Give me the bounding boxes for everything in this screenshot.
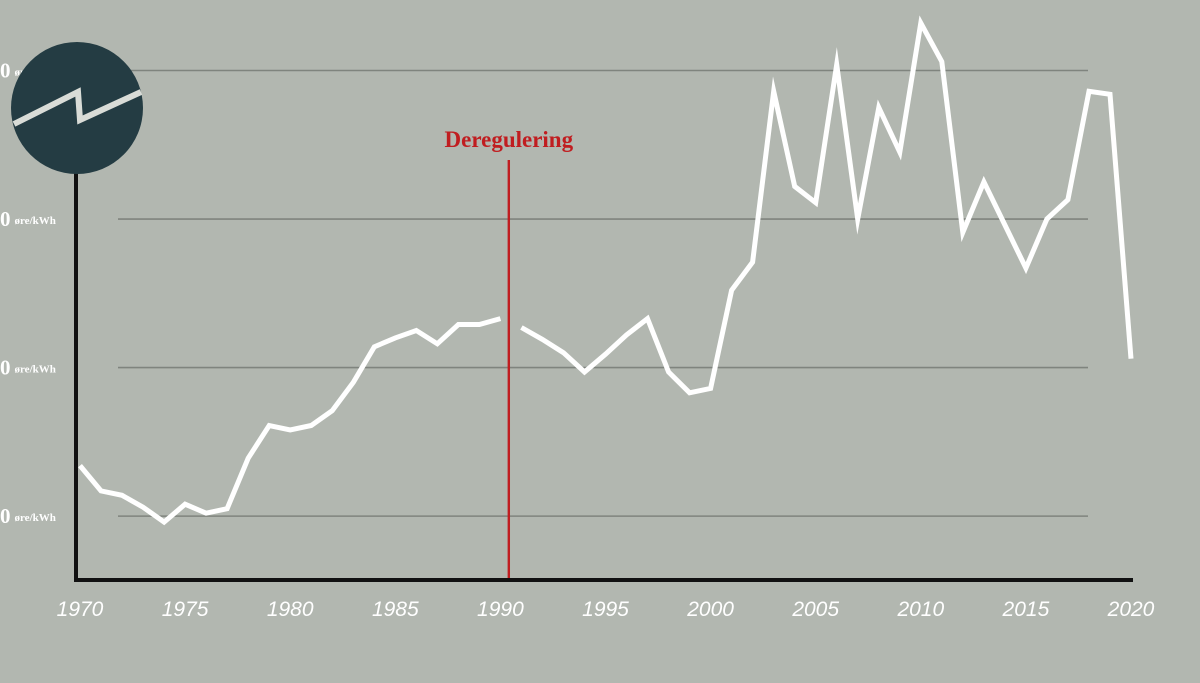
y-tick-label: 0 øre/kWh bbox=[0, 207, 56, 231]
x-tick-label: 2005 bbox=[791, 598, 839, 621]
x-axis-labels: 1970 1975 1980 1985 1990 1995 2000 2005 2010 2015… bbox=[57, 598, 1155, 621]
y-tick-unit: øre/kWh bbox=[15, 215, 56, 227]
x-tick-label: 1995 bbox=[582, 598, 629, 621]
series-line-segment bbox=[520, 15, 1134, 396]
y-tick-number: 0 bbox=[0, 504, 11, 528]
deregulation-label: Deregulering bbox=[445, 127, 574, 152]
deregulation-annotation: Deregulering bbox=[445, 127, 574, 580]
y-tick-unit: øre/kWh bbox=[15, 364, 56, 376]
x-tick-label: 1980 bbox=[267, 598, 314, 621]
y-tick-number: 0 bbox=[0, 356, 11, 380]
y-tick-label: 0 øre/kWh bbox=[0, 356, 56, 380]
x-tick-label: 1975 bbox=[162, 598, 209, 621]
y-tick-label: 0 øre/kWh bbox=[0, 504, 56, 528]
y-tick-unit: øre/kWh bbox=[15, 512, 56, 524]
x-tick-label: 2000 bbox=[686, 598, 734, 621]
x-tick-label: 1970 bbox=[57, 598, 104, 621]
price-series bbox=[78, 15, 1134, 526]
x-tick-label: 2020 bbox=[1107, 598, 1155, 621]
gridlines bbox=[118, 69, 1088, 517]
y-tick-number: 0 bbox=[0, 59, 11, 83]
x-tick-label: 2015 bbox=[1002, 598, 1050, 621]
y-tick-number: 0 bbox=[0, 207, 11, 231]
zigzag-trend-logo-icon bbox=[11, 42, 143, 174]
axes bbox=[74, 172, 1133, 582]
x-tick-label: 1990 bbox=[477, 598, 524, 621]
x-tick-label: 2010 bbox=[896, 598, 944, 621]
series-line-segment bbox=[78, 316, 502, 526]
x-tick-label: 1985 bbox=[372, 598, 419, 621]
